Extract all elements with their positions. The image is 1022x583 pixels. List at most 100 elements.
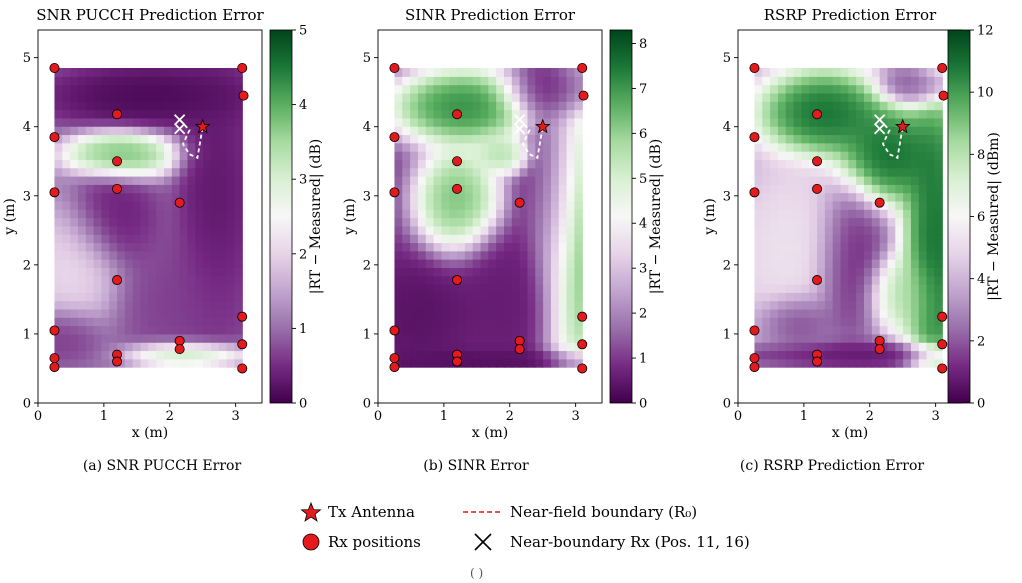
heatmap-cell [101,275,110,285]
heatmap-cell [895,184,904,194]
heatmap-cell [417,200,427,210]
heatmap-cell [762,325,771,335]
heatmap-cell [754,342,763,352]
heatmap-cell [903,209,912,219]
heatmap-cell [85,358,95,368]
heatmap-cell [140,325,149,335]
heatmap-cell [394,242,403,252]
heatmap-cell [441,225,450,235]
heatmap-cell [187,101,196,111]
heatmap-cell [864,209,873,219]
heatmap-cell [887,159,896,169]
heatmap-cell [93,317,103,327]
heatmap-cell [848,92,857,102]
rx-marker [174,197,185,208]
heatmap-cell [85,325,95,335]
heatmap-cell [179,142,189,152]
heatmap-cell [770,175,779,185]
heatmap-cell [441,333,450,343]
heatmap-cell [62,267,71,277]
heatmap-cell [156,333,165,343]
heatmap-cell [801,84,810,94]
heatmap-cell [879,76,889,86]
heatmap-cell [394,109,403,119]
heatmap-cell [871,250,881,260]
heatmap-cell [856,267,865,277]
heatmap-cell [879,317,889,327]
heatmap-cell [210,142,220,152]
heatmap-cell [203,242,212,252]
heatmap-cell [93,308,103,318]
heatmap-cell [879,284,889,293]
heatmap-cell [918,300,928,310]
heatmap-cell [226,184,236,194]
heatmap-cell [62,76,71,86]
heatmap-cell [550,159,560,169]
heatmap-cell [770,151,779,160]
heatmap-cell [488,300,497,310]
heatmap-cell [132,242,142,252]
heatmap-cell [801,126,810,136]
heatmap-cell [85,117,95,127]
heatmap-cell [402,92,411,102]
heatmap-cell [918,76,928,86]
heatmap-cell [410,317,419,327]
heatmap-cell [817,292,826,302]
heatmap-cell [171,275,181,285]
heatmap-cell [785,317,795,327]
caption-b: (b) SINR Error [423,458,529,474]
heatmap-cell [910,175,920,185]
heatmap-cell [871,142,881,152]
heatmap-cell [226,200,236,210]
heatmap-cell [210,134,220,144]
heatmap-cell [535,242,544,252]
heatmap-cell [777,109,787,119]
heatmap-cell [70,151,79,160]
heatmap-cell [140,209,149,219]
heatmap-cell [449,142,458,152]
heatmap-cell [762,358,771,368]
heatmap-cell [77,84,87,94]
heatmap-cell [140,151,149,160]
heatmap-cell [801,300,810,310]
heatmap-cell [793,151,803,160]
heatmap-cell [210,250,220,260]
heatmap-cell [203,175,212,185]
heatmap-cell [124,225,134,235]
heatmap-cell [574,84,583,94]
heatmap-cell [864,92,873,102]
rx-marker [577,339,588,350]
heatmap-cell [93,126,103,136]
heatmap-cell [770,275,779,285]
heatmap-cell [210,242,220,252]
heatmap-cell [93,67,103,77]
heatmap-cell [417,101,427,111]
heatmap-cell [785,151,795,160]
heatmap-cell [425,184,435,194]
heatmap-cell [156,284,165,293]
heatmap-cell [425,142,435,152]
heatmap-cell [887,142,896,152]
heatmap-cell [203,167,212,177]
heatmap-cell [871,192,881,202]
heatmap-cell [527,76,536,86]
heatmap-cell [801,225,810,235]
heatmap-cell [848,167,857,177]
heatmap-cell [179,92,189,102]
heatmap-cell [918,167,928,177]
heatmap-cell [117,134,126,144]
heatmap-cell [801,250,810,260]
heatmap-cell [754,350,763,360]
heatmap-cell [574,317,583,327]
heatmap-cell [801,92,810,102]
rx-marker [238,90,249,101]
heatmap-cell [550,284,560,293]
heatmap-cell [543,192,552,202]
heatmap-cell [895,300,904,310]
heatmap-cell [85,250,95,260]
heatmap-cell [464,76,474,86]
rx-marker [812,183,823,194]
heatmap-cell [848,217,857,227]
heatmap-cell [93,109,103,119]
heatmap-cell [187,250,196,260]
